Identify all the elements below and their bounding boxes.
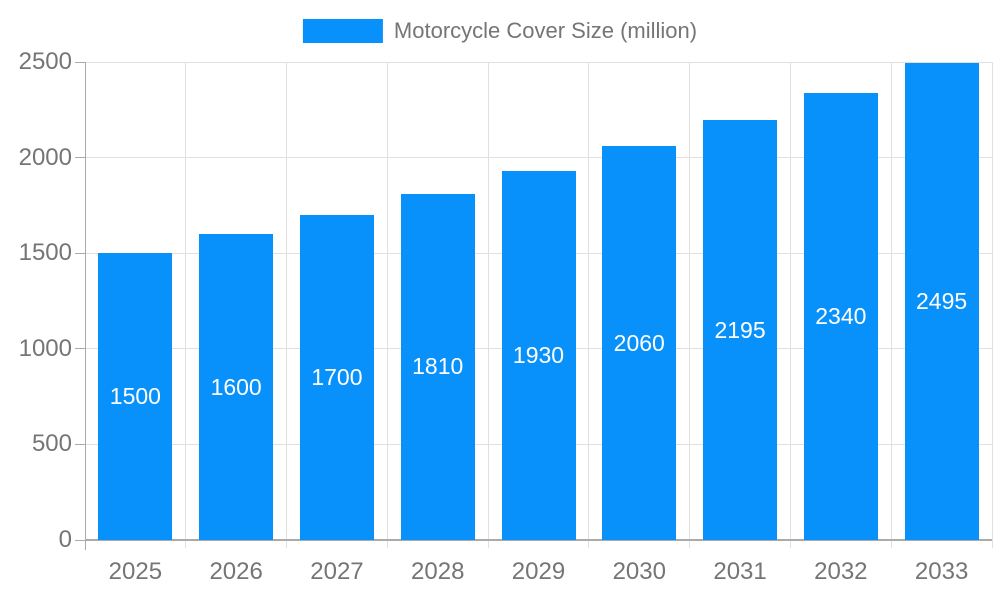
bar: 1930 [501, 170, 576, 540]
x-axis-tick-label: 2031 [713, 558, 767, 585]
y-axis-tick [75, 443, 85, 445]
bar: 1600 [199, 234, 274, 540]
y-axis-tick [75, 348, 85, 350]
x-axis-tick-label: 2026 [209, 558, 263, 585]
y-axis-line [84, 62, 86, 550]
v-gridline [588, 62, 590, 548]
x-axis-tick-label: 2033 [914, 558, 969, 585]
x-axis-tick-label: 2025 [108, 558, 163, 585]
bar-value-label: 2495 [916, 287, 968, 314]
h-gridline [85, 61, 992, 63]
y-axis-tick-label: 2000 [18, 143, 72, 171]
bar: 1500 [98, 253, 173, 540]
bar-value-label: 1600 [210, 373, 262, 400]
v-gridline [689, 62, 691, 548]
bar-value-label: 1930 [512, 341, 565, 368]
x-axis-tick-label: 2029 [511, 558, 566, 585]
v-gridline [789, 62, 791, 548]
bar: 1810 [400, 193, 475, 540]
y-axis-tick-label: 0 [58, 526, 72, 553]
bar-value-label: 2340 [815, 302, 867, 329]
bar: 2495 [904, 62, 979, 540]
bar-value-label: 1810 [412, 353, 464, 380]
y-axis-tick-label: 500 [31, 430, 72, 458]
legend-item[interactable]: Motorcycle Cover Size (million) [302, 18, 698, 44]
bar: 2195 [703, 120, 778, 540]
y-axis-tick-label: 2500 [18, 48, 72, 75]
y-axis-tick-label: 1000 [18, 334, 72, 362]
legend-label: Motorcycle Cover Size (million) [393, 18, 698, 43]
x-axis-tick-label: 2030 [612, 558, 666, 585]
v-gridline [185, 62, 187, 548]
v-gridline [890, 62, 892, 548]
plot-area: 1500 1600 1700 1810 1930 2060 2195 2340 2495 [75, 61, 993, 550]
x-axis-tick-label: 2028 [411, 558, 465, 585]
bar: 2340 [803, 92, 878, 540]
v-gridline [386, 62, 388, 548]
bar: 1700 [299, 214, 374, 540]
bar-value-label: 2060 [613, 329, 665, 356]
bar: 2060 [602, 146, 677, 540]
y-axis-tick [75, 61, 85, 63]
v-gridline [991, 62, 993, 548]
legend-swatch [302, 19, 383, 43]
x-axis-tick-label: 2027 [310, 558, 364, 585]
y-axis-tick [75, 252, 85, 254]
y-axis-tick-label: 1500 [18, 239, 72, 267]
v-gridline [286, 62, 288, 548]
bar-value-label: 1700 [311, 363, 363, 390]
y-axis-tick [75, 539, 85, 541]
v-gridline [487, 62, 489, 548]
h-gridline [85, 157, 992, 159]
y-axis-tick [75, 157, 85, 159]
bar-value-label: 1500 [109, 383, 161, 410]
bar-value-label: 2195 [714, 316, 766, 343]
x-axis-tick-label: 2032 [814, 558, 868, 585]
